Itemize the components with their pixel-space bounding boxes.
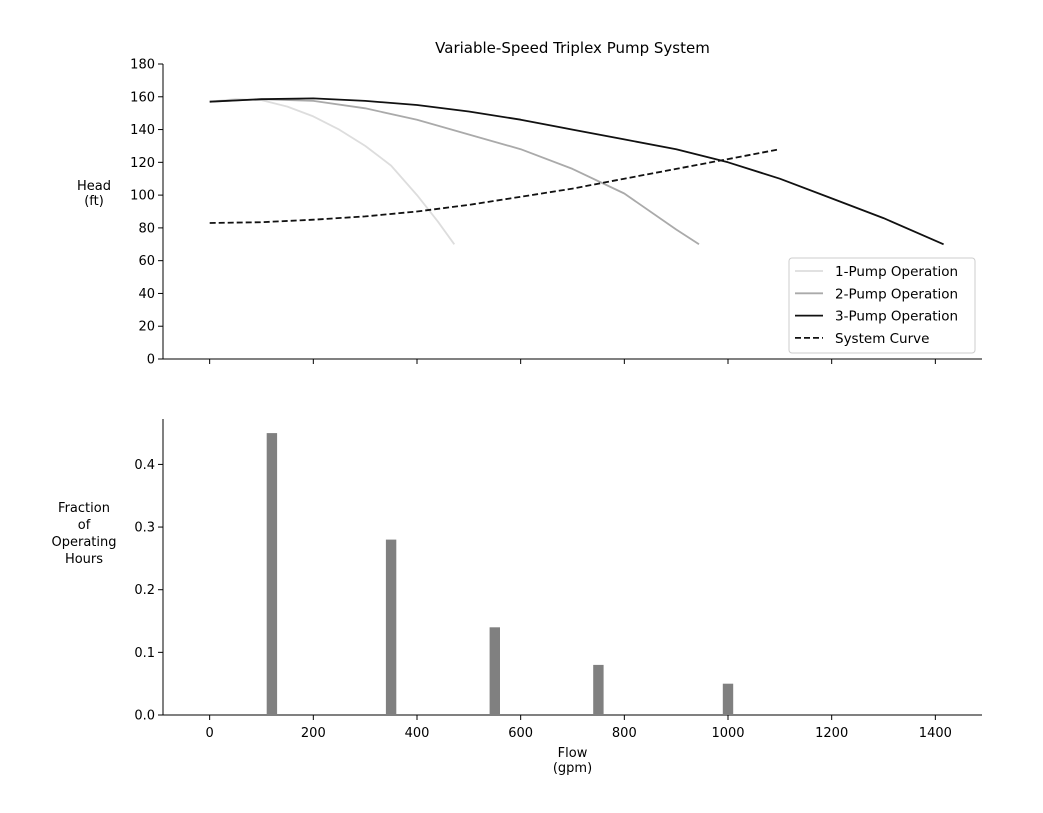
legend-label: System Curve — [835, 331, 929, 347]
top-y-tick-label: 160 — [130, 90, 155, 105]
bottom-x-axis-label: (gpm) — [553, 761, 592, 776]
bar-1 — [266, 433, 278, 715]
top-y-tick-label: 180 — [130, 58, 155, 73]
series-line-3 — [209, 97, 944, 246]
top-y-tick-label: 60 — [138, 254, 155, 269]
top-y-tick-label: 80 — [138, 221, 155, 236]
bottom-x-tick-label: 1200 — [815, 726, 848, 741]
top-y-tick-label: 100 — [130, 189, 155, 204]
bar-4 — [593, 664, 604, 715]
bottom-y-axis-label: Fraction — [58, 501, 110, 516]
chart-title: Variable-Speed Triplex Pump System — [435, 39, 710, 57]
bottom-y-axis-label: of — [78, 518, 91, 533]
series-line-4 — [209, 148, 780, 224]
bottom-y-tick-label: 0.3 — [134, 521, 155, 536]
top-y-tick-label: 0 — [147, 353, 155, 368]
bottom-y-tick-label: 0.2 — [134, 583, 155, 598]
top-y-tick-label: 20 — [138, 320, 155, 335]
legend-label: 1-Pump Operation — [835, 264, 958, 280]
bottom-x-tick-label: 0 — [206, 726, 214, 741]
series-line-2 — [209, 98, 700, 246]
legend-box — [788, 257, 976, 354]
bar-2 — [385, 539, 397, 715]
bar-5 — [722, 683, 734, 715]
bottom-x-tick-label: 1000 — [711, 726, 744, 741]
bottom-x-tick-label: 1400 — [919, 726, 952, 741]
bottom-x-axis-label: Flow — [558, 746, 588, 761]
bar-3 — [489, 627, 500, 715]
bottom-y-axis-label: Hours — [65, 552, 103, 567]
top-y-tick-label: 140 — [130, 123, 155, 138]
bottom-x-tick-label: 200 — [301, 726, 326, 741]
top-y-tick-label: 40 — [138, 287, 155, 302]
top-y-axis-label: Head — [77, 179, 111, 194]
bottom-x-tick-label: 600 — [508, 726, 533, 741]
bottom-x-tick-label: 800 — [612, 726, 637, 741]
bottom-y-tick-label: 0.0 — [134, 709, 155, 724]
top-y-tick-label: 120 — [130, 156, 155, 171]
bottom-y-tick-label: 0.4 — [134, 458, 155, 473]
bottom-y-tick-label: 0.1 — [134, 646, 155, 661]
legend-label: 2-Pump Operation — [835, 286, 958, 302]
bottom-y-axis-label: Operating — [52, 535, 117, 550]
top-y-axis-label: (ft) — [84, 194, 104, 209]
legend-label: 3-Pump Operation — [835, 309, 958, 325]
bottom-x-tick-label: 400 — [405, 726, 430, 741]
